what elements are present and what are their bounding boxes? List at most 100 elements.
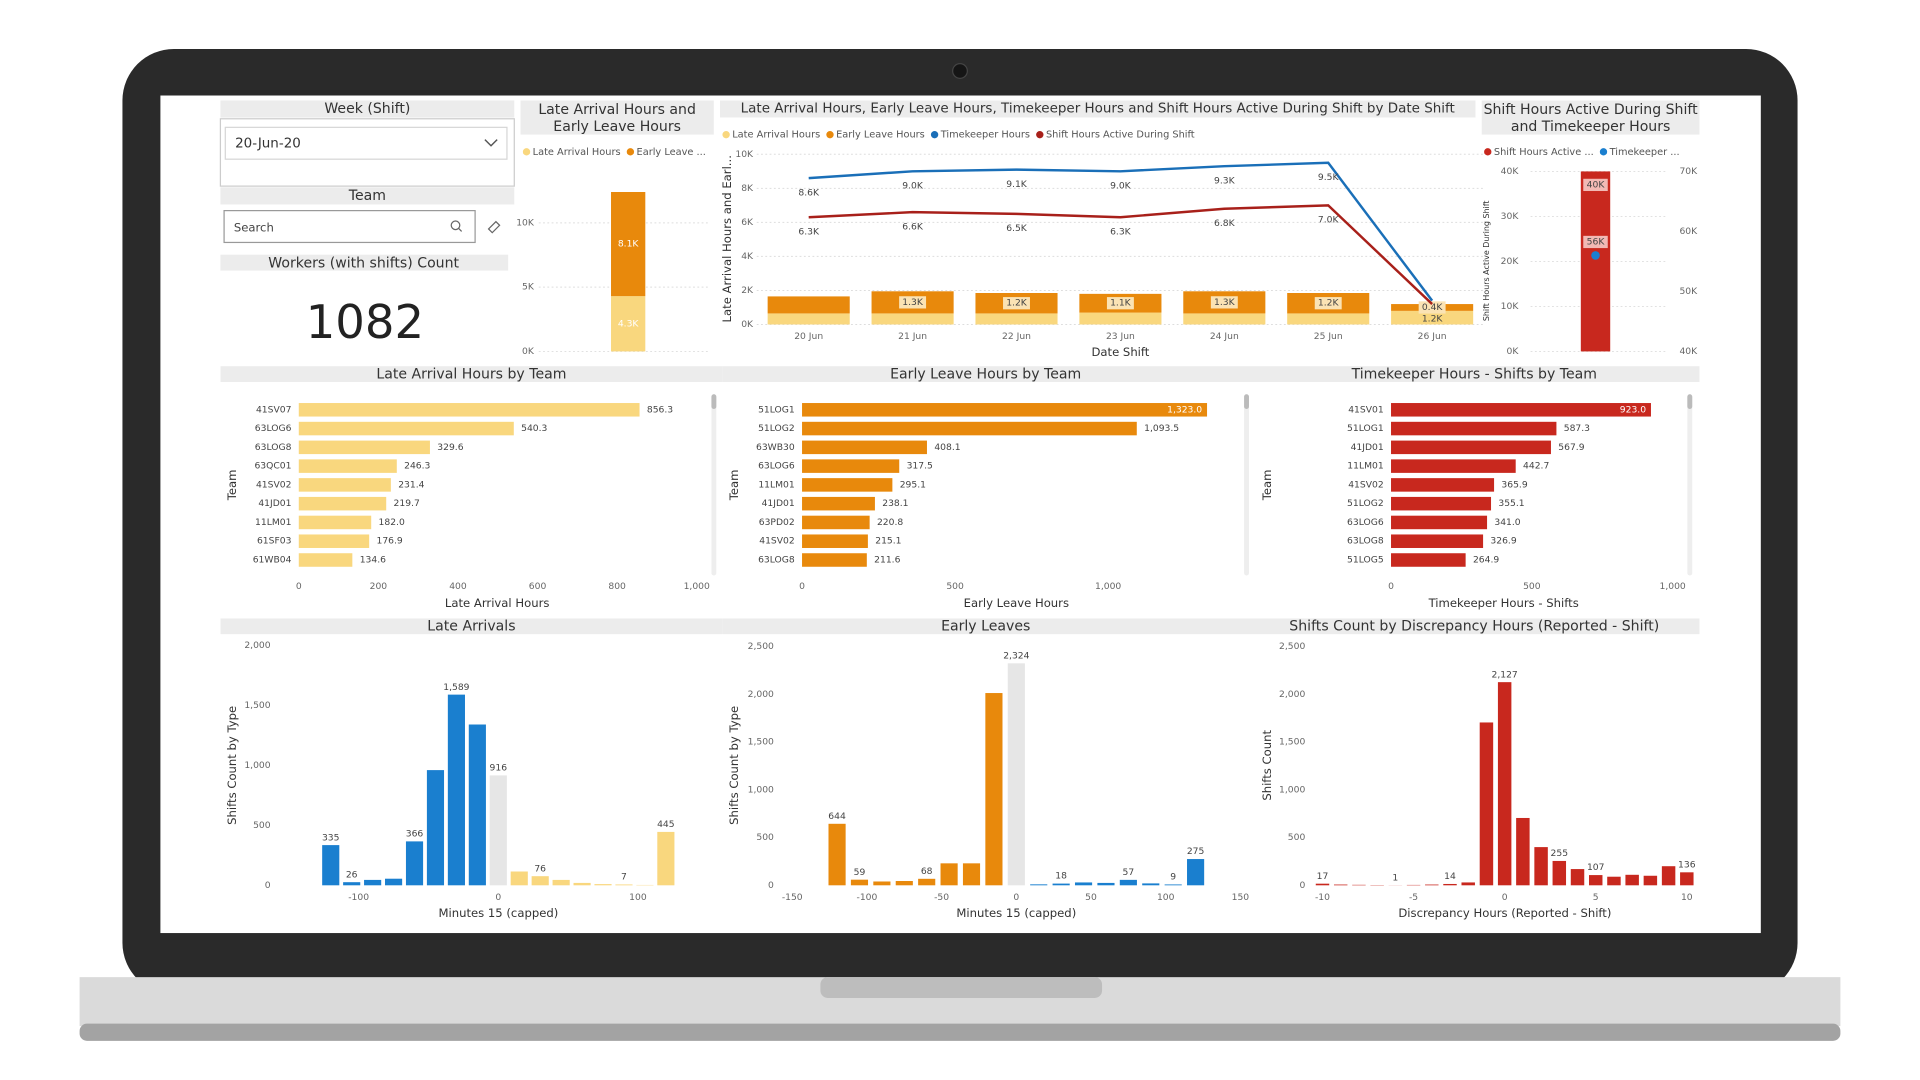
y-tick-label: 63QC01 <box>254 461 291 472</box>
data-label: 856.3 <box>647 404 673 415</box>
bar <box>1391 553 1466 567</box>
y-axis-title: Shifts Count by Type <box>727 706 741 825</box>
scrollbar-thumb[interactable] <box>711 394 717 409</box>
x-tick-label: 800 <box>608 581 626 592</box>
x-axis-title: Discrepancy Hours (Reported - Shift) <box>1398 906 1611 920</box>
legend-label: Early Leave Hours <box>836 130 925 141</box>
legend-marker <box>626 148 635 156</box>
y-tick-label: 0 <box>1299 880 1305 891</box>
y-tick-label: 41JD01 <box>258 498 291 509</box>
data-label: 317.5 <box>907 461 933 472</box>
bar <box>918 878 936 886</box>
chart-title: Late Arrival Hours, Early Leave Hours, T… <box>720 100 1476 118</box>
bar <box>802 440 927 455</box>
x-axis-title: Late Arrival Hours <box>445 596 550 610</box>
bar <box>850 879 869 886</box>
y-tick-label: 30K <box>1501 211 1520 222</box>
bar <box>1142 883 1160 886</box>
clear-icon[interactable] <box>487 220 501 234</box>
x-tick-label: 26 Jun <box>1418 331 1447 342</box>
data-label: 220.8 <box>877 517 903 528</box>
data-label: 8.6K <box>798 187 820 198</box>
data-label: 219.7 <box>394 498 420 509</box>
data-label: 644 <box>828 811 846 822</box>
y-tick-label: 63LOG6 <box>758 461 795 472</box>
x-tick-label: 22 Jun <box>1002 331 1031 342</box>
bar <box>1007 663 1025 886</box>
data-label: 2,324 <box>1003 650 1029 661</box>
data-label-bg <box>1583 178 1608 192</box>
x-axis-title: Timekeeper Hours - Shifts <box>1428 596 1579 610</box>
data-label: 0.4K <box>1422 302 1444 313</box>
scrollbar-thumb[interactable] <box>1244 394 1249 409</box>
scrollbar[interactable] <box>711 394 717 576</box>
bar <box>985 693 1003 886</box>
bar <box>426 770 445 886</box>
bar <box>1607 876 1621 886</box>
y-tick-label: 40K <box>1679 346 1698 357</box>
dropdown-chevron[interactable] <box>484 139 498 147</box>
bar <box>298 421 514 436</box>
y-tick-label: 63LOG8 <box>758 555 795 566</box>
data-label: 134.6 <box>360 555 386 566</box>
line-series <box>808 204 1433 305</box>
scrollbar[interactable] <box>1244 394 1249 576</box>
bar-segment <box>767 296 850 314</box>
data-label: 6.5K <box>1006 223 1028 234</box>
scrollbar-thumb[interactable] <box>1687 394 1693 409</box>
bar <box>1391 478 1495 492</box>
data-label: 1.2K <box>1006 298 1028 309</box>
scrollbar[interactable] <box>1687 394 1693 576</box>
chart-title-box: Late Arrival Hours by Team <box>220 366 723 383</box>
bar <box>1391 421 1557 436</box>
search-icon[interactable] <box>458 227 463 232</box>
team-search[interactable] <box>223 210 476 244</box>
data-label: 923.0 <box>1620 404 1646 415</box>
chart-title: Shifts Count by Discrepancy Hours (Repor… <box>1248 618 1700 635</box>
bar <box>489 775 507 886</box>
y-tick-label: 51LOG2 <box>758 423 795 434</box>
bar <box>298 515 372 530</box>
chart-title-box: Late Arrivals <box>220 618 723 635</box>
y-tick-label: 0K <box>741 319 754 330</box>
data-label: 4.3K <box>618 318 640 329</box>
bar <box>1119 879 1137 886</box>
data-label: 9 <box>1170 872 1176 883</box>
bar <box>802 496 875 511</box>
bar <box>343 882 361 886</box>
chart-title-box: Late Arrival Hours, Early Leave Hours, T… <box>720 100 1476 118</box>
data-label: 2,127 <box>1492 669 1518 680</box>
slicer-header <box>220 100 515 118</box>
y-tick-label: 63LOG6 <box>1347 517 1384 528</box>
bar <box>1052 883 1070 886</box>
data-label: 445 <box>657 819 675 830</box>
y-tick-label: 41SV01 <box>1348 404 1383 415</box>
bar-segment <box>611 192 646 297</box>
x-tick-label: 25 Jun <box>1314 331 1343 342</box>
search-icon[interactable] <box>450 220 461 231</box>
y-tick-label: 63LOG6 <box>255 423 292 434</box>
legend-label: Late Arrival Hours <box>533 147 621 158</box>
legend-marker <box>930 131 939 139</box>
x-tick-label: 0 <box>1013 892 1019 903</box>
bar <box>895 881 913 886</box>
y-tick-label: 41SV02 <box>759 536 794 547</box>
legend-label: Timekeeper ... <box>1609 147 1680 158</box>
bar <box>657 831 675 886</box>
data-label: 14 <box>1444 871 1456 882</box>
x-tick-label: -5 <box>1409 892 1418 903</box>
y-tick-label: 51LOG5 <box>1347 555 1384 566</box>
y-axis-title: Shifts Count by Type <box>225 706 239 825</box>
y-tick-label: 500 <box>756 832 774 843</box>
week-dropdown[interactable] <box>224 126 508 160</box>
y-tick-label: 60K <box>1679 226 1698 237</box>
data-label: 355.1 <box>1498 498 1524 509</box>
bar <box>1625 874 1639 886</box>
bar <box>322 845 340 886</box>
bar <box>298 478 391 492</box>
data-label-bg <box>1106 297 1134 310</box>
y-tick-label: 4K <box>741 251 754 262</box>
bar <box>1315 883 1330 886</box>
y-tick-label: 63LOG8 <box>1347 536 1384 547</box>
legend-label: Timekeeper Hours <box>940 130 1030 141</box>
